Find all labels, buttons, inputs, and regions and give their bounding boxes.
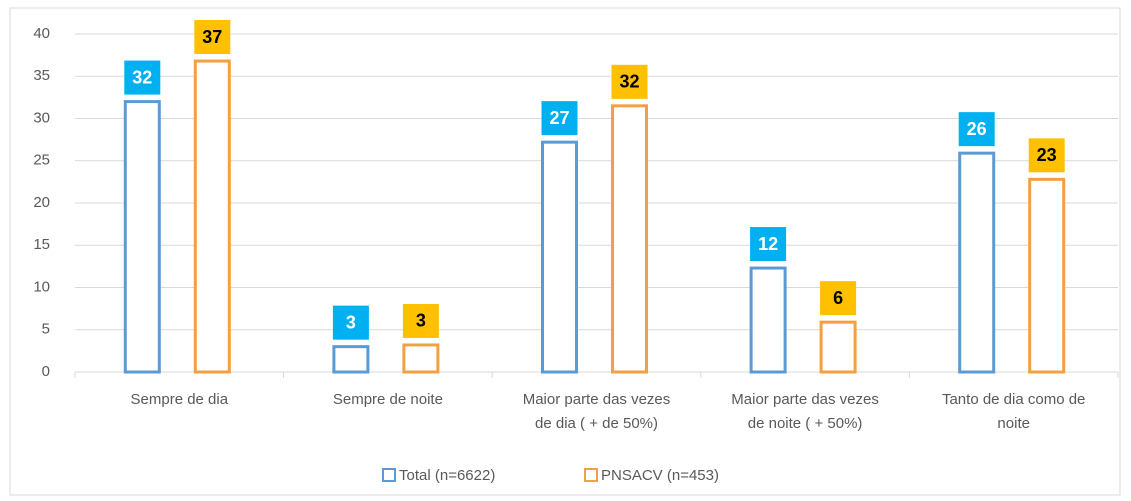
value-label: 37 xyxy=(202,27,222,47)
value-label-box xyxy=(332,305,369,340)
y-tick-label: 30 xyxy=(33,109,50,126)
bar xyxy=(193,59,231,374)
value-label-box xyxy=(1028,138,1065,173)
value-label-box xyxy=(750,227,787,262)
x-tick-label-line: Tanto de dia como de xyxy=(942,391,1085,408)
x-tick-label-line: de dia ( + de 50%) xyxy=(535,415,658,432)
bar xyxy=(123,100,161,374)
value-label-box xyxy=(611,64,648,99)
y-tick-label: 15 xyxy=(33,236,50,253)
x-tick-label: Maior parte das vezes de dia ( + de 50%) xyxy=(523,391,671,432)
x-tick-label-line: Sempre de noite xyxy=(333,391,443,408)
y-tick-label: 20 xyxy=(33,194,50,211)
x-tick-label-line: Maior parte das vezes xyxy=(523,391,671,408)
legend-label: PNSACV (n=453) xyxy=(601,467,719,484)
value-label-box xyxy=(402,303,439,338)
x-tick-label-line: Maior parte das vezes xyxy=(731,391,879,408)
value-label: 3 xyxy=(346,312,356,332)
value-label-box xyxy=(958,112,995,147)
legend-label: Total (n=6622) xyxy=(399,467,495,484)
legend-swatch xyxy=(382,468,396,482)
bar xyxy=(749,266,787,374)
x-tick-label-line: noite xyxy=(997,415,1030,432)
value-label: 26 xyxy=(967,119,987,139)
value-label-box xyxy=(541,101,578,136)
bar xyxy=(611,104,648,374)
value-label: 32 xyxy=(132,67,152,87)
bar xyxy=(958,151,996,374)
y-tick-label: 25 xyxy=(33,152,50,169)
y-tick-label: 0 xyxy=(42,363,50,380)
bar xyxy=(402,343,440,374)
y-tick-label: 40 xyxy=(33,25,50,42)
y-tick-label: 5 xyxy=(42,321,50,338)
x-tick-label-line: Sempre de dia xyxy=(131,391,229,408)
x-tick-label-line: de noite ( + 50%) xyxy=(748,415,863,432)
bar xyxy=(1028,177,1066,374)
value-label: 23 xyxy=(1037,145,1057,165)
value-label-box xyxy=(124,60,161,95)
y-tick-label: 35 xyxy=(33,67,50,84)
value-label: 6 xyxy=(833,288,843,308)
y-tick-label: 10 xyxy=(33,278,50,295)
value-label: 3 xyxy=(416,311,426,331)
x-tick-label: Maior parte das vezes de noite ( + 50%) xyxy=(731,391,879,432)
x-tick-label: Sempre de dia xyxy=(131,391,229,408)
value-label-box xyxy=(820,281,857,316)
bar xyxy=(541,140,578,374)
bar xyxy=(819,320,857,374)
value-label-box xyxy=(194,20,231,55)
value-label: 27 xyxy=(549,108,569,128)
value-label: 12 xyxy=(758,234,778,254)
bar xyxy=(332,345,370,374)
x-tick-label: Sempre de noite xyxy=(333,391,443,408)
value-label: 32 xyxy=(619,72,639,92)
x-tick-label: Tanto de dia como de noite xyxy=(942,391,1085,432)
legend-swatch xyxy=(584,468,598,482)
